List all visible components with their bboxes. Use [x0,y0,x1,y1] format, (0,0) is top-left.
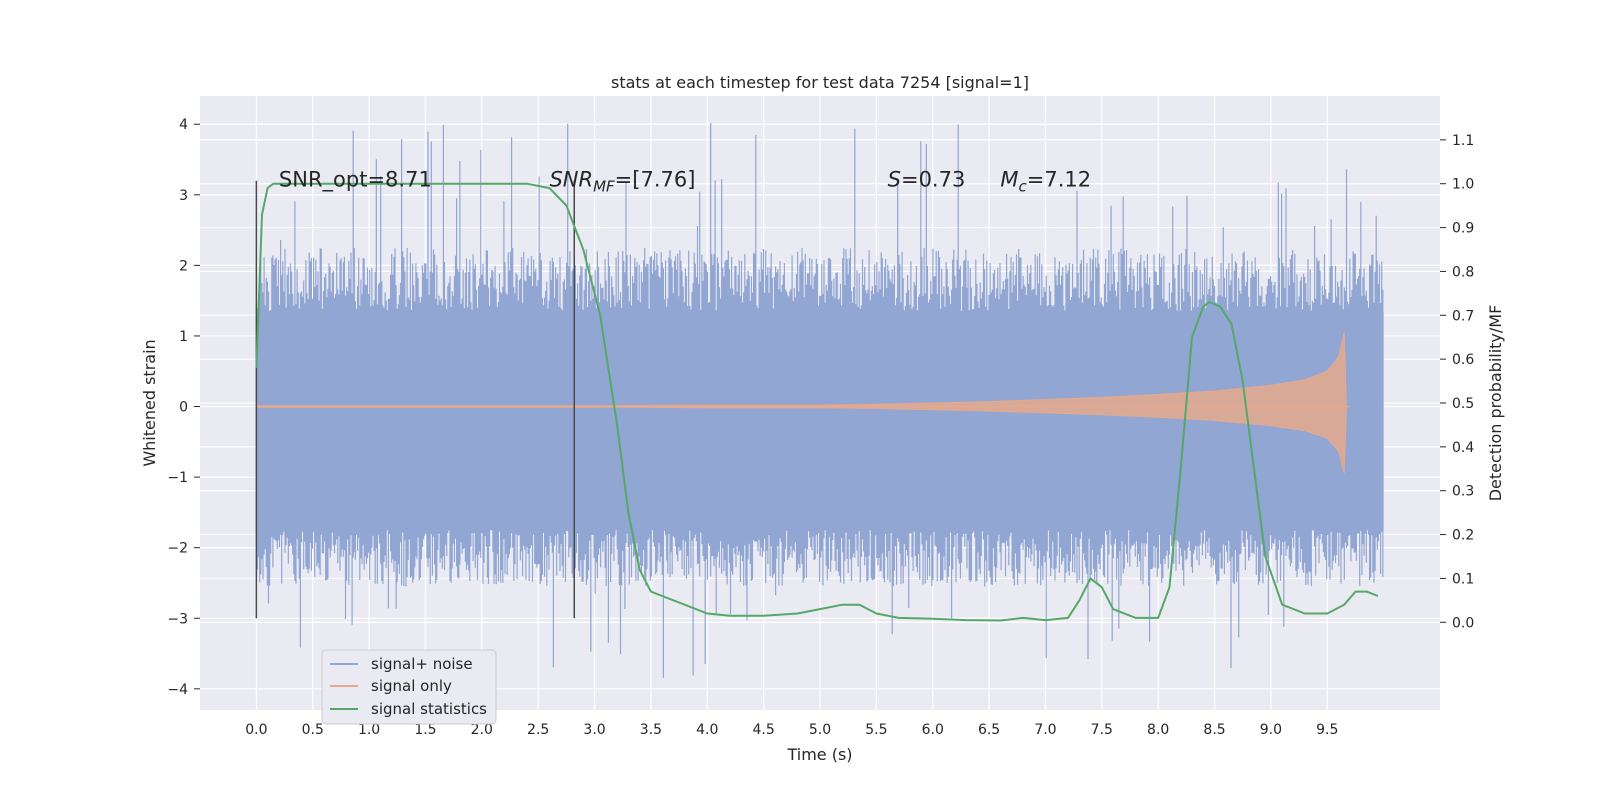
y-tick-label-right: 0.7 [1452,308,1474,324]
legend: signal+ noise signal only signal statist… [321,649,497,725]
y-tick-label-right: 0.1 [1452,571,1474,587]
x-tick-label: 8.0 [1147,722,1169,738]
x-axis-label: Time (s) [786,745,852,764]
x-tick-label: 9.5 [1316,722,1338,738]
annotation-value: =0.73 [901,168,965,192]
x-tick-label: 8.5 [1203,722,1225,738]
y-tick-label-left: 4 [179,117,188,133]
y-tick-label-left: 2 [179,258,188,274]
y-tick-label-right: 0.5 [1452,396,1474,412]
annotation-symbol: S [888,168,901,192]
y-ticks-right: 1.1 1.0 0.9 0.8 0.7 0.6 0.5 0.4 0.3 0.2 0.1 0.0 [1440,133,1474,631]
x-tick-label: 3.5 [640,722,662,738]
x-tick-label: 6.0 [922,722,944,738]
y-tick-label-left: −4 [167,682,188,698]
y-tick-label-left: −2 [167,541,188,557]
y-axis-label-left: Whitened strain [140,339,159,466]
x-tick-label: 7.0 [1034,722,1056,738]
annotation-value: =[7.76] [615,168,696,192]
x-ticks: 0.0 0.5 1.0 1.5 2.0 2.5 3.0 3.5 4.0 4.5 5.0 5.5 6.0 6… [245,722,1338,738]
x-tick-label: 9.0 [1260,722,1282,738]
annotations: SNR_opt=8.71 SNRMF=[7.76] S=0.73 Mc=7.12 [279,168,1091,196]
x-tick-label: 4.5 [753,722,775,738]
y-tick-label-left: 1 [179,329,188,345]
annotation-symbol: SNR [549,168,593,192]
y-ticks-left: 4 3 2 1 0 −1 −2 −3 −4 [167,117,200,698]
x-tick-label: 4.0 [696,722,718,738]
annotation: S=0.73 [888,168,966,192]
y-tick-label-left: 0 [179,400,188,416]
legend-label-signal-only: signal only [371,677,452,695]
signal-envelope [255,332,1347,474]
x-tick-label: 6.5 [978,722,1000,738]
legend-label-signal-statistics: signal statistics [371,700,487,718]
vlines [255,180,576,619]
y-tick-label-right: 0.0 [1452,615,1474,631]
y-tick-label-right: 0.9 [1452,221,1474,237]
statistics-line [255,182,1379,622]
annotation-value: =7.12 [1027,168,1091,192]
annotation-subscript: MF [593,178,615,196]
y-tick-label-left: 3 [179,188,188,204]
x-tick-label: 1.5 [414,722,436,738]
annotation-subscript: c [1018,178,1027,196]
y-tick-label-left: −3 [167,611,188,627]
x-tick-label: 7.5 [1091,722,1113,738]
y-tick-label-right: 0.2 [1452,528,1474,544]
legend-label-signal-noise: signal+ noise [371,655,473,673]
y-tick-label-right: 0.6 [1452,352,1474,368]
x-tick-label: 5.0 [809,722,831,738]
series-signal-statistics [255,182,1379,622]
y-tick-label-left: −1 [167,470,188,486]
y-tick-label-right: 0.4 [1452,440,1474,456]
x-tick-label: 2.5 [527,722,549,738]
y-tick-label-right: 0.8 [1452,264,1474,280]
x-tick-label: 3.0 [583,722,605,738]
x-tick-label: 2.0 [471,722,493,738]
annotation: Mc=7.12 [1000,168,1091,196]
y-tick-label-right: 0.3 [1452,484,1474,500]
chart-title: stats at each timestep for test data 725… [611,73,1029,92]
series-signal-noise [255,123,1384,678]
x-tick-label: 1.0 [358,722,380,738]
x-tick-label: 0.0 [245,722,267,738]
x-tick-label: 0.5 [302,722,324,738]
annotation: SNRMF=[7.76] [549,168,695,196]
y-tick-label-right: 1.1 [1452,133,1474,149]
legend-box [321,649,497,725]
series-signal-only [255,332,1350,474]
annotation: SNR_opt=8.71 [279,168,432,193]
x-tick-label: 5.5 [865,722,887,738]
annotation-symbol: M [1000,168,1018,192]
y-axis-label-right: Detection probability/MF [1486,305,1505,502]
y-tick-label-right: 1.0 [1452,177,1474,193]
